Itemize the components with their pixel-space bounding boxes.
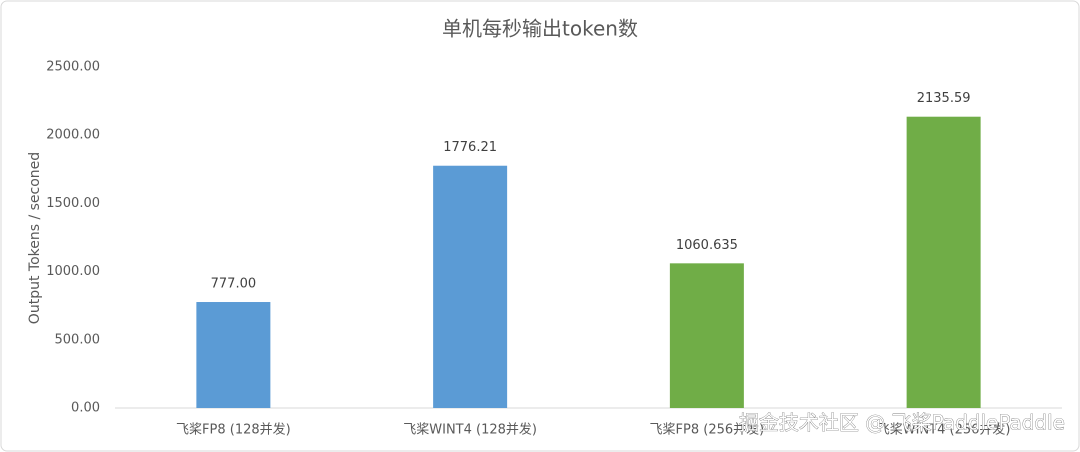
y-tick-label: 2500.00 <box>46 60 100 75</box>
watermark: 掘金技术社区 @ 飞桨PaddlePaddle <box>739 411 1065 435</box>
y-tick-label: 2000.00 <box>46 128 100 143</box>
value-label: 2135.59 <box>917 91 971 106</box>
y-tick-label: 1500.00 <box>46 196 100 211</box>
y-tick-label: 1000.00 <box>46 264 100 279</box>
value-label: 1060.635 <box>676 238 738 253</box>
value-label: 777.00 <box>211 277 257 292</box>
value-label: 1776.21 <box>443 140 497 155</box>
y-tick-label: 500.00 <box>55 332 101 347</box>
chart-title: 单机每秒输出token数 <box>442 17 638 41</box>
x-tick-label: 飞桨FP8 (128并发) <box>176 422 291 438</box>
x-tick-label: 飞桨WINT4 (128并发) <box>403 422 537 438</box>
bar <box>906 116 981 409</box>
y-tick-label: 0.00 <box>71 401 100 416</box>
bar <box>196 302 271 408</box>
bar <box>669 263 744 408</box>
x-tick-label: 飞桨WINT4 (256并发) <box>877 422 1011 438</box>
y-axis-title: Output Tokens / seconed <box>27 152 43 324</box>
bar <box>433 165 508 408</box>
x-tick-label: 飞桨FP8 (256并发) <box>650 422 765 438</box>
